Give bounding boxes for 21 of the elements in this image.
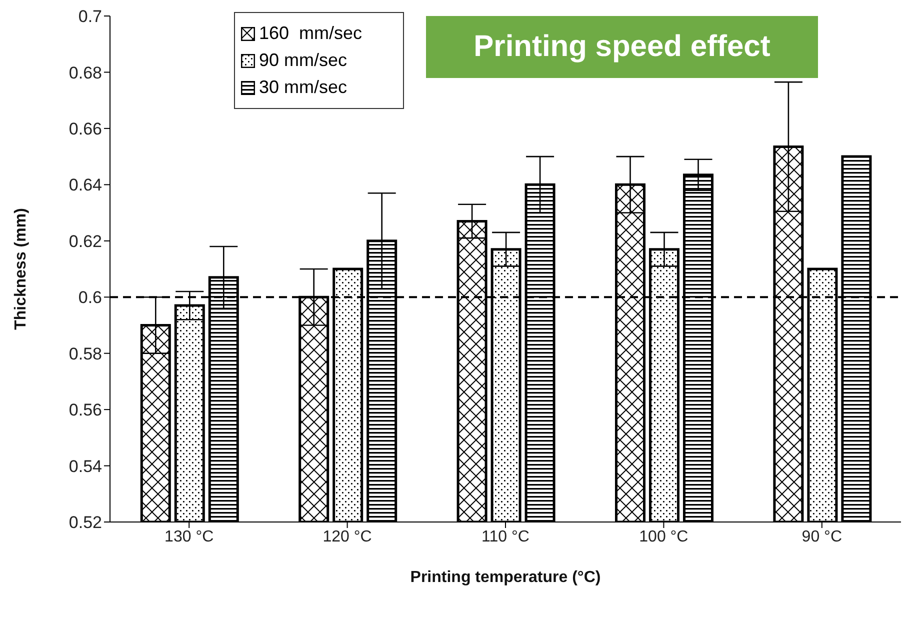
legend-label: 160 mm/sec [259,23,362,44]
y-tick-label: 0.7 [78,7,102,26]
y-tick-label: 0.66 [68,119,102,138]
y-tick-label: 0.64 [68,176,102,195]
x-tick-label: 120 °C [322,528,372,546]
legend-label: 30 mm/sec [259,77,348,98]
y-axis-title: Thickness (mm) [12,208,30,330]
y-tick-label: 0.54 [68,456,102,476]
y-tick-label: 0.52 [68,513,102,532]
y-tick-label: 0.62 [68,232,102,251]
y-tick-label: 0.56 [68,400,102,420]
x-tick-label: 90 °C [802,528,842,546]
y-tick-label: 0.68 [68,63,102,82]
legend-label: 90 mm/sec [259,50,348,71]
x-tick-label: 100 °C [639,528,688,546]
text: Printing speed effect [426,16,818,78]
x-axis-title: Printing temperature (°C) [410,569,601,586]
x-tick-label: 110 °C [482,528,530,546]
y-tick-label: 0.58 [68,344,102,364]
y-tick-label: 0.6 [78,288,102,308]
x-tick-label: 130 °C [164,528,214,546]
